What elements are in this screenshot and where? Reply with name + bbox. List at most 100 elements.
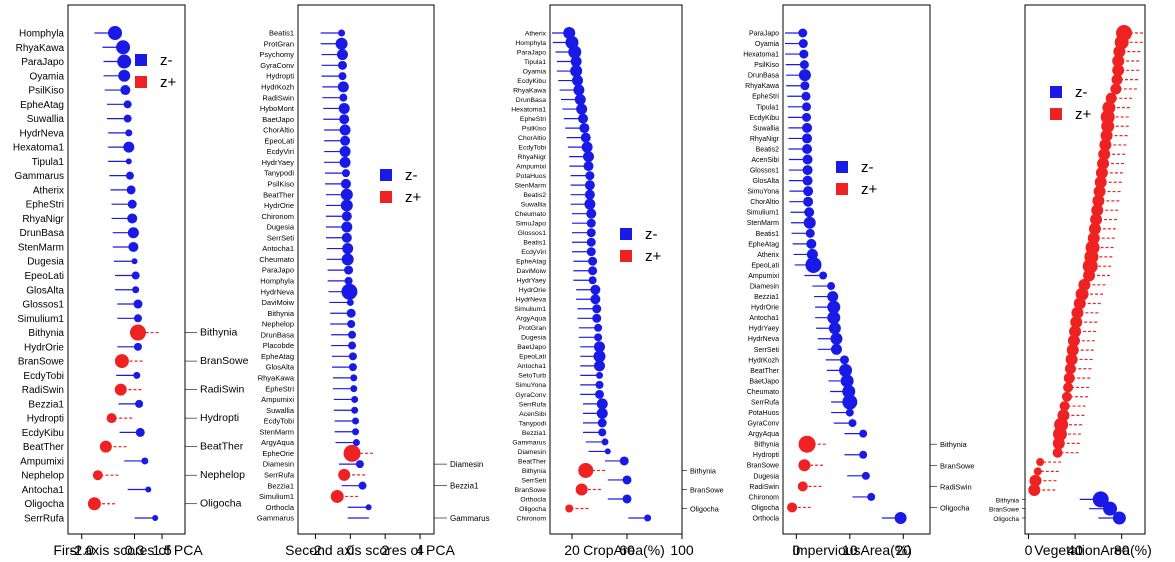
row-label: Beatis2: [523, 192, 546, 199]
legend-swatch: [380, 191, 392, 203]
row-label: Glossos1: [518, 230, 547, 237]
data-point: [123, 114, 132, 123]
data-point: [1095, 166, 1108, 179]
data-point: [341, 221, 353, 233]
row-label: HydrKozh: [261, 83, 294, 92]
data-point: [336, 49, 348, 61]
data-point: [1033, 467, 1042, 476]
data-point: [1100, 129, 1113, 142]
data-point: [355, 460, 364, 469]
data-point: [341, 232, 352, 243]
data-point: [1112, 64, 1125, 77]
data-point: [351, 395, 359, 403]
row-label: SerrSeti: [267, 233, 294, 242]
data-point: [802, 143, 813, 154]
data-point: [1061, 391, 1072, 402]
legend-label: z+: [861, 181, 878, 198]
data-point: [573, 84, 585, 96]
row-label: GlosAlta: [753, 178, 780, 185]
data-point: [827, 311, 841, 325]
legend-label: z+: [160, 74, 177, 91]
row-label: Hydropti: [753, 452, 780, 459]
row-label: Homphyla: [260, 277, 295, 286]
data-point: [339, 124, 351, 136]
legend-label: z+: [1075, 106, 1092, 123]
data-point: [348, 330, 357, 339]
row-label: Bithynia: [267, 309, 295, 318]
data-point: [117, 54, 132, 69]
data-point: [584, 189, 595, 200]
row-label: Hydropti: [27, 414, 64, 425]
data-point: [1105, 92, 1117, 104]
data-point: [802, 154, 813, 165]
row-label: Bezzia1: [267, 481, 294, 490]
data-point: [1090, 213, 1103, 226]
row-label: Tipula1: [524, 59, 546, 66]
row-label: Simulium1: [259, 492, 294, 501]
data-point: [1073, 297, 1086, 310]
data-point: [1082, 258, 1098, 274]
data-point: [803, 196, 814, 207]
data-point: [563, 27, 576, 39]
data-point: [1052, 427, 1067, 442]
row-label: Ampumixi: [20, 456, 64, 467]
data-point: [1091, 204, 1104, 217]
data-point: [839, 355, 849, 365]
side-label: Hydropti: [200, 412, 239, 424]
row-label: ArgyAqua: [516, 316, 546, 323]
data-point: [338, 102, 350, 114]
row-label: Glossos1: [750, 168, 779, 175]
legend: z-z+: [380, 167, 422, 206]
data-point: [352, 439, 360, 447]
data-point: [339, 114, 350, 125]
data-point: [343, 444, 361, 462]
data-point: [106, 413, 117, 424]
data-point: [803, 186, 814, 197]
row-label: StenMarm: [18, 242, 64, 253]
data-point: [344, 265, 354, 275]
data-point: [830, 343, 842, 355]
row-label: Chironom: [517, 515, 547, 522]
legend-swatch: [1050, 108, 1062, 120]
x-tick-label: 20: [564, 542, 580, 558]
x-tick-label: 4: [416, 542, 424, 558]
data-point: [1067, 334, 1080, 347]
data-point: [830, 332, 843, 345]
side-label: RadiSwin: [200, 384, 245, 396]
row-label: Suwallia: [753, 125, 779, 132]
side-label: Oligocha: [940, 503, 970, 512]
side-label: Nephelop: [200, 469, 245, 481]
data-point: [1100, 109, 1115, 124]
data-point: [839, 363, 853, 377]
legend-label: z-: [645, 226, 658, 243]
data-point: [578, 462, 594, 478]
legend-swatch: [836, 183, 848, 195]
data-point: [358, 481, 367, 490]
data-point: [1069, 325, 1082, 338]
data-point: [123, 141, 135, 153]
side-label: Bithynia: [690, 466, 717, 475]
data-point: [123, 100, 132, 109]
row-label: Simulium1: [746, 210, 779, 217]
data-point: [590, 294, 601, 305]
row-label: Hydropti: [266, 72, 294, 81]
row-label: EcdyTobi: [518, 144, 546, 151]
data-point: [114, 354, 129, 369]
side-label: Bithynia: [940, 440, 968, 449]
data-point: [622, 475, 632, 485]
row-label: BaetJapo: [262, 115, 294, 124]
row-label: ParaJapo: [517, 49, 546, 56]
side-label: Bithynia: [200, 327, 238, 339]
row-label: RadiSwin: [262, 93, 294, 102]
data-point: [99, 440, 112, 453]
row-label: EpheStri: [520, 116, 547, 123]
legend-label: z+: [405, 189, 422, 206]
side-label: BranSowe: [690, 485, 724, 494]
row-label: Nephelop: [21, 471, 64, 482]
row-label: ProtGran: [264, 39, 294, 48]
row-label: ArgyAqua: [261, 438, 295, 447]
row-label: RhyaKawa: [16, 43, 65, 54]
row-label: ParaJapo: [262, 266, 294, 275]
data-point: [802, 165, 813, 176]
